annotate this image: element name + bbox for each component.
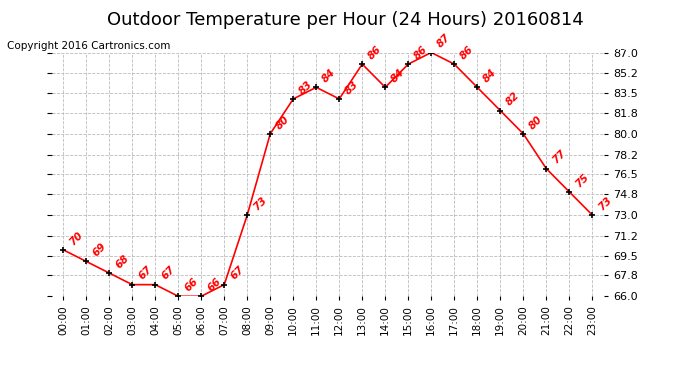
- Text: 80: 80: [275, 114, 292, 131]
- Text: Temperature  (°F): Temperature (°F): [550, 42, 661, 52]
- Text: 73: 73: [596, 195, 613, 212]
- Text: 70: 70: [68, 230, 85, 247]
- Text: 82: 82: [504, 90, 522, 108]
- Text: 84: 84: [482, 67, 499, 84]
- Text: 86: 86: [413, 44, 430, 62]
- Text: 67: 67: [159, 264, 177, 282]
- Text: 77: 77: [551, 148, 568, 166]
- Text: 83: 83: [344, 79, 361, 96]
- Text: 80: 80: [527, 114, 544, 131]
- Text: 68: 68: [113, 253, 130, 270]
- Text: 75: 75: [573, 172, 591, 189]
- Text: 66: 66: [206, 276, 223, 294]
- Text: 69: 69: [90, 242, 108, 259]
- Text: 73: 73: [251, 195, 268, 212]
- Text: 86: 86: [366, 44, 384, 62]
- Text: Copyright 2016 Cartronics.com: Copyright 2016 Cartronics.com: [7, 41, 170, 51]
- Text: 84: 84: [389, 67, 406, 84]
- Text: 66: 66: [182, 276, 199, 294]
- Text: 84: 84: [320, 67, 337, 84]
- Text: 67: 67: [228, 264, 246, 282]
- Text: 83: 83: [297, 79, 315, 96]
- Text: 67: 67: [137, 264, 154, 282]
- Text: 87: 87: [435, 32, 453, 50]
- Text: 86: 86: [458, 44, 475, 62]
- Text: Outdoor Temperature per Hour (24 Hours) 20160814: Outdoor Temperature per Hour (24 Hours) …: [107, 11, 583, 29]
